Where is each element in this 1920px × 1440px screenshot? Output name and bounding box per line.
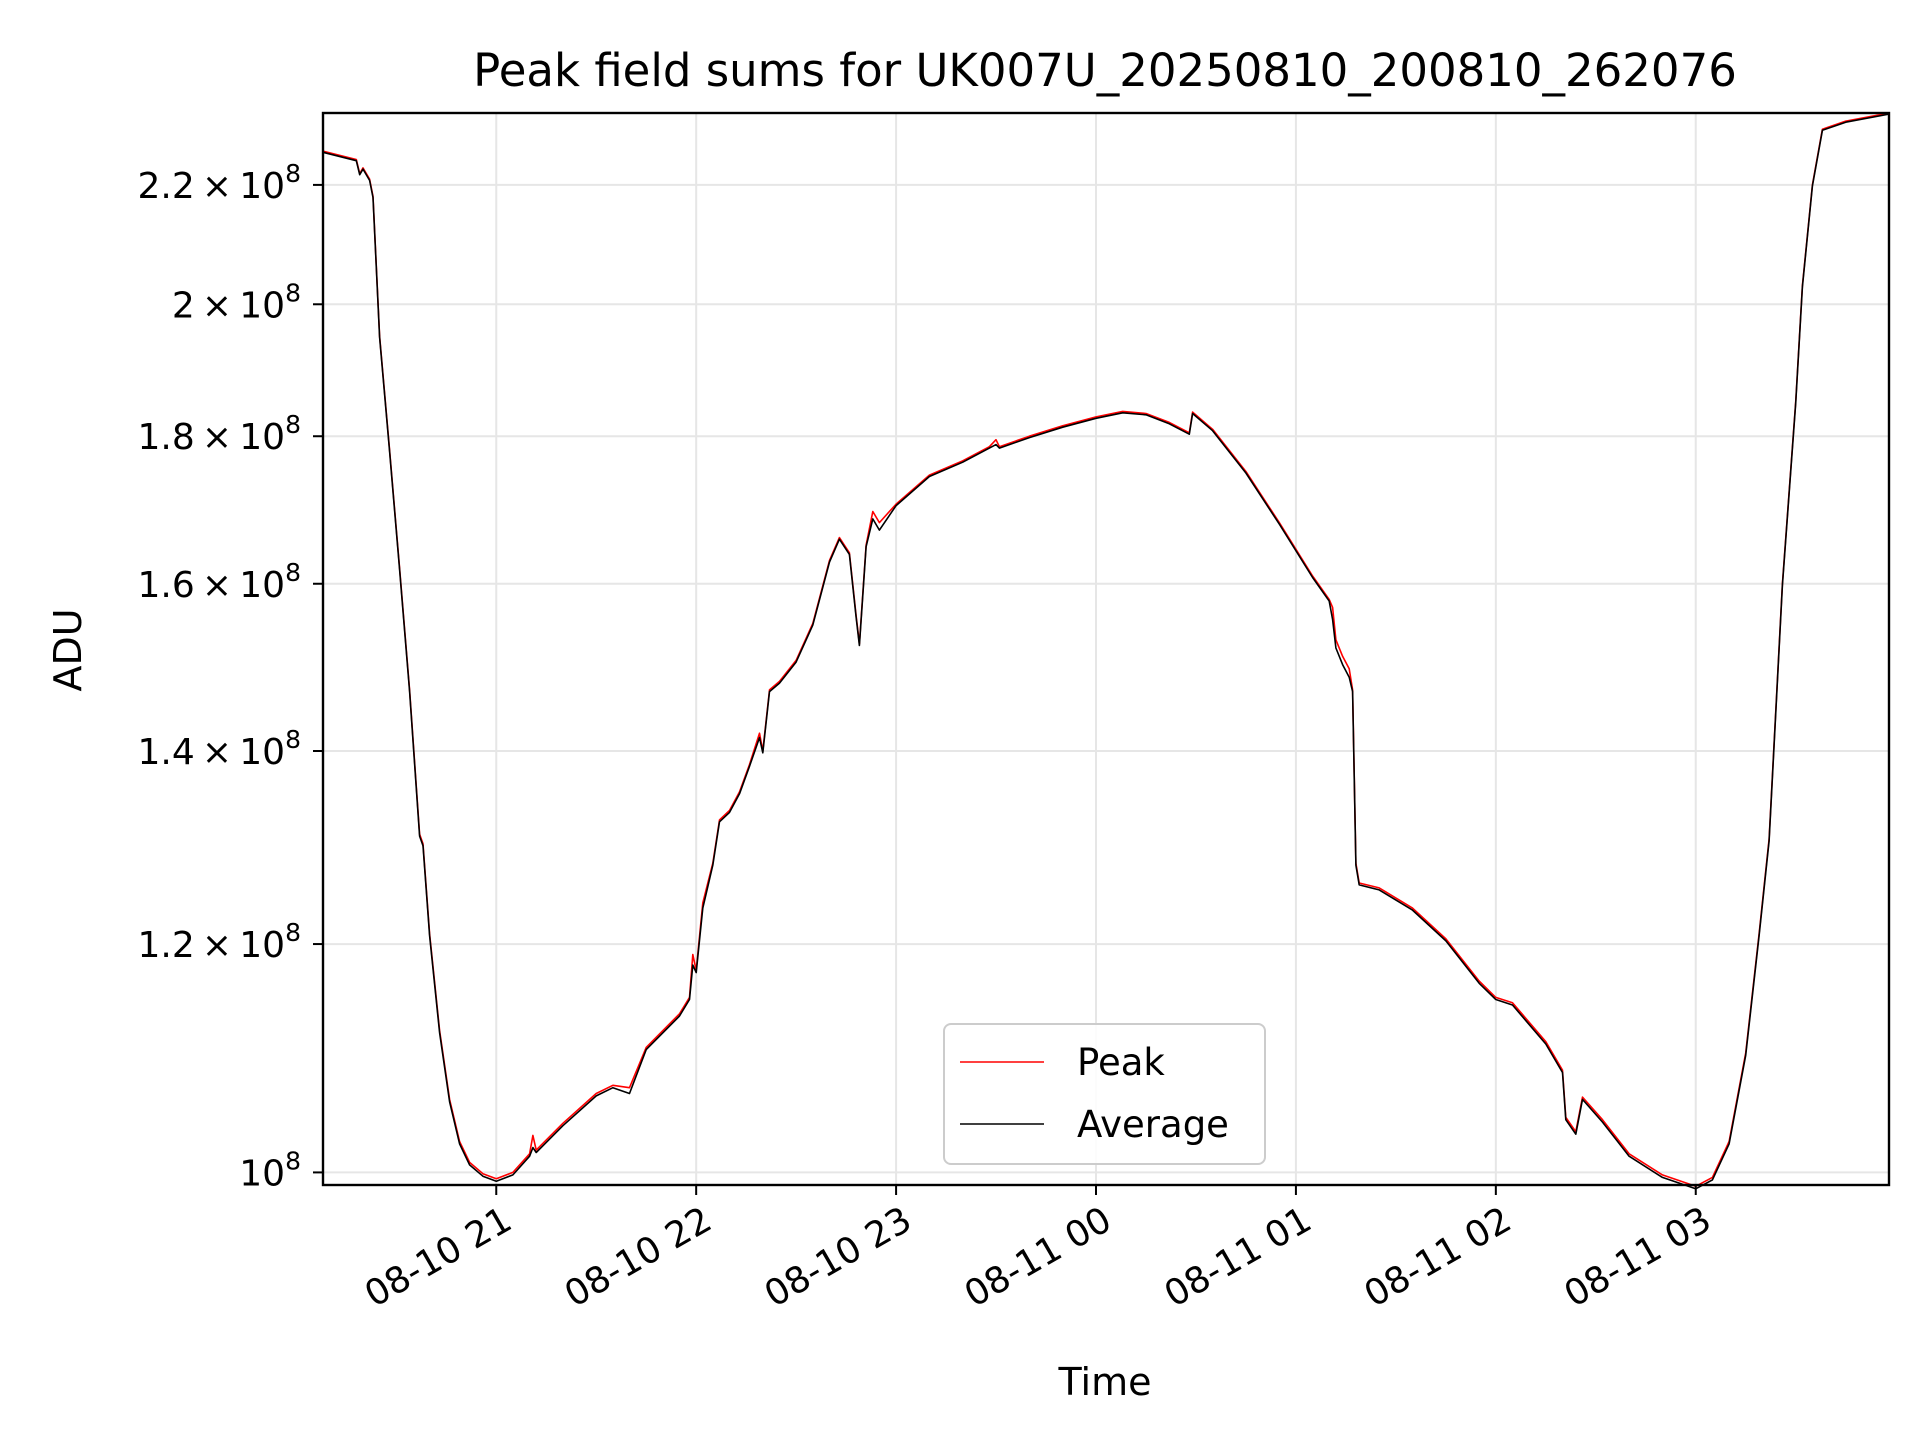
plot-frame (321, 111, 1891, 1187)
series-layer (322, 112, 1890, 1190)
y-tick-label: 1.6 × 108 (137, 558, 301, 606)
y-tick-mantissa: 1.2 × 10 (137, 925, 285, 966)
y-axis-label: ADU (46, 608, 90, 691)
y-tick-mantissa: 1.6 × 10 (137, 565, 285, 606)
legend-label-peak: Peak (1077, 1041, 1165, 1084)
legend: Peak Average (943, 1023, 1266, 1165)
y-tick-label: 2.2 × 108 (137, 159, 301, 207)
y-tick-mantissa: 1.4 × 10 (137, 732, 285, 773)
y-tick-exponent: 8 (285, 918, 301, 947)
grid (323, 113, 1889, 1185)
y-tick-exponent: 8 (285, 410, 301, 439)
y-tick-label: 108 (239, 1146, 301, 1194)
y-tick-label: 2 × 108 (172, 278, 301, 326)
series-line-average (322, 113, 1890, 1190)
y-tick-label: 1.4 × 108 (137, 725, 301, 773)
y-tick-mantissa: 2.2 × 10 (137, 166, 285, 207)
y-tick-mantissa: 10 (239, 1153, 285, 1194)
series-line-peak (322, 112, 1890, 1188)
y-tick-exponent: 8 (285, 278, 301, 307)
legend-frame (943, 1023, 1266, 1165)
y-tick-exponent: 8 (285, 1146, 301, 1175)
y-tick-mantissa: 2 × 10 (172, 285, 285, 326)
legend-label-average: Average (1077, 1103, 1229, 1146)
y-tick-exponent: 8 (285, 159, 301, 188)
y-tick-exponent: 8 (285, 558, 301, 587)
y-tick-mantissa: 1.8 × 10 (137, 417, 285, 458)
x-axis-label: Time (1058, 1360, 1152, 1404)
chart-title: Peak field sums for UK007U_20250810_2008… (473, 44, 1737, 97)
y-tick-label: 1.8 × 108 (137, 410, 301, 458)
y-tick-label: 1.2 × 108 (137, 918, 301, 966)
y-tick-exponent: 8 (285, 725, 301, 754)
